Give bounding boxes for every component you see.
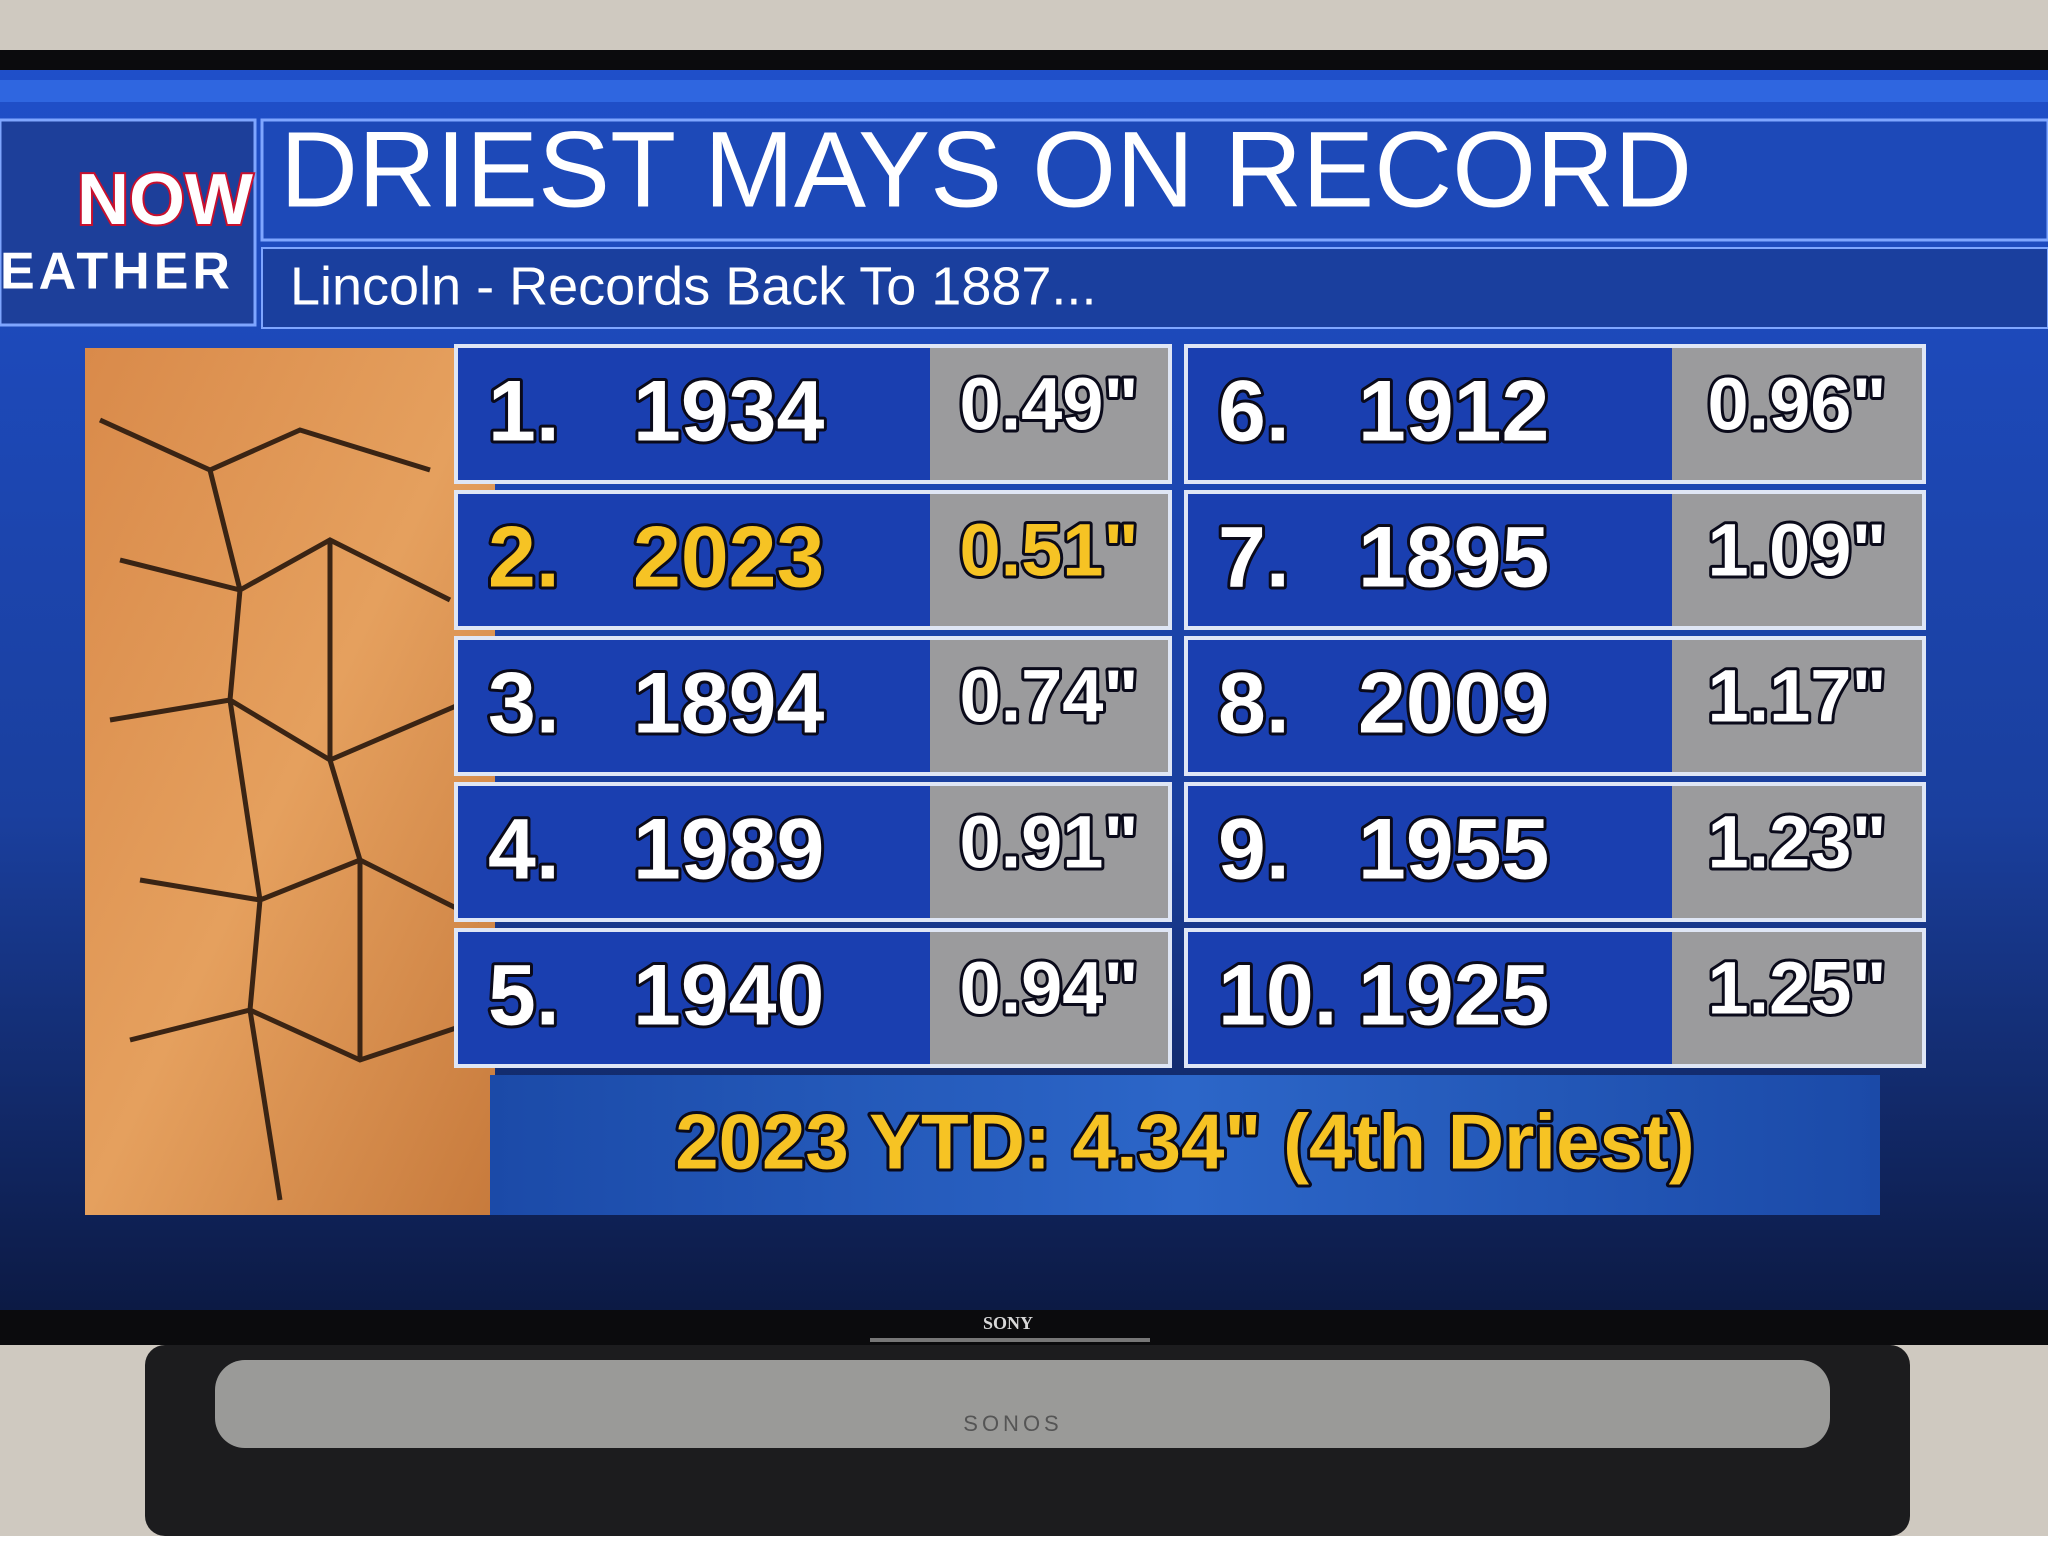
- year: 1934: [633, 364, 824, 460]
- amount-cell: [1672, 932, 1922, 1064]
- amount-cell: [930, 932, 1168, 1064]
- subtitle-bar: [261, 247, 2048, 329]
- amount-cell: [1672, 494, 1922, 626]
- year-cell: [1188, 640, 1672, 772]
- amount: 0.74": [959, 655, 1138, 738]
- soundbar: [215, 1360, 1830, 1448]
- year-cell: [1188, 786, 1672, 918]
- title: DRIEST MAYS ON RECORD: [280, 109, 1692, 230]
- amount: 1.25": [1707, 947, 1886, 1030]
- year: 1989: [633, 802, 824, 898]
- amount: 0.91": [959, 801, 1138, 884]
- rank: 4.: [488, 802, 560, 898]
- earth-cracks: [98, 417, 482, 1201]
- rank: 7.: [1218, 510, 1290, 606]
- year: 1894: [633, 656, 824, 752]
- footer-text: 2023 YTD: 4.34" (4th Driest): [675, 1098, 1695, 1186]
- amount-cell: [930, 640, 1168, 772]
- amount: 0.51": [959, 509, 1138, 592]
- table: 1. 1934 0.49" 2. 2023 0.51" 3. 1894 0.74" 4. 1989 0…: [454, 344, 1926, 1068]
- amount-cell: [930, 494, 1168, 626]
- year-cell: [458, 494, 930, 626]
- subtitle: Lincoln - Records Back To 1887...: [290, 256, 1096, 316]
- amount-cell: [1672, 640, 1922, 772]
- amount: 0.94": [959, 947, 1138, 1030]
- year: 2009: [1358, 656, 1549, 752]
- year-cell: [1188, 348, 1672, 480]
- year-cell: [458, 348, 930, 480]
- amount: 1.09": [1707, 509, 1886, 592]
- rank: 10.: [1218, 948, 1338, 1044]
- amount-cell: [930, 348, 1168, 480]
- rank: 6.: [1218, 364, 1290, 460]
- year: 2023: [633, 510, 824, 606]
- amount-cell: [1672, 348, 1922, 480]
- amount: 0.49": [959, 363, 1138, 446]
- dry-earth-image: [85, 348, 495, 1215]
- tv-stand-line: [870, 1338, 1150, 1342]
- amount: 0.96": [1707, 363, 1886, 446]
- logo-line2: EATHER: [0, 243, 234, 301]
- amount-cell: [930, 786, 1168, 918]
- title-bar: [260, 118, 2048, 242]
- amount: 1.23": [1707, 801, 1886, 884]
- rank: 5.: [488, 948, 560, 1044]
- rank: 3.: [488, 656, 560, 752]
- year: 1955: [1358, 802, 1549, 898]
- tv-brand: SONY: [983, 1313, 1033, 1333]
- logo-box: [0, 118, 257, 327]
- rank: 9.: [1218, 802, 1290, 898]
- speaker-brand: SONOS: [963, 1411, 1062, 1436]
- year-cell: [458, 640, 930, 772]
- year: 1925: [1358, 948, 1549, 1044]
- year-cell: [1188, 932, 1672, 1064]
- year-cell: [458, 786, 930, 918]
- rank: 8.: [1218, 656, 1290, 752]
- rank: 2.: [488, 510, 560, 606]
- footer-bar: [490, 1075, 1880, 1215]
- year-cell: [458, 932, 930, 1064]
- rank: 1.: [488, 364, 560, 460]
- year: 1940: [633, 948, 824, 1044]
- logo-line1: NOW: [77, 160, 253, 240]
- amount-cell: [1672, 786, 1922, 918]
- amount: 1.17": [1707, 655, 1886, 738]
- year: 1895: [1358, 510, 1549, 606]
- top-band: [0, 80, 2048, 102]
- year-cell: [1188, 494, 1672, 626]
- year: 1912: [1358, 364, 1549, 460]
